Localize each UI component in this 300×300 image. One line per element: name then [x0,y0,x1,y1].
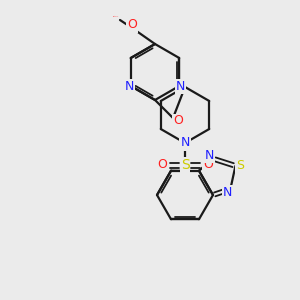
Text: methoxy: methoxy [113,15,119,16]
Text: O: O [157,158,167,172]
Text: O: O [127,19,137,32]
Text: S: S [181,158,189,172]
Text: N: N [205,149,214,162]
Text: N: N [176,80,185,92]
Text: N: N [180,136,190,149]
Text: O: O [173,115,183,128]
Text: N: N [125,80,134,92]
Text: O: O [203,158,213,172]
Text: S: S [236,159,244,172]
Text: N: N [223,186,232,199]
